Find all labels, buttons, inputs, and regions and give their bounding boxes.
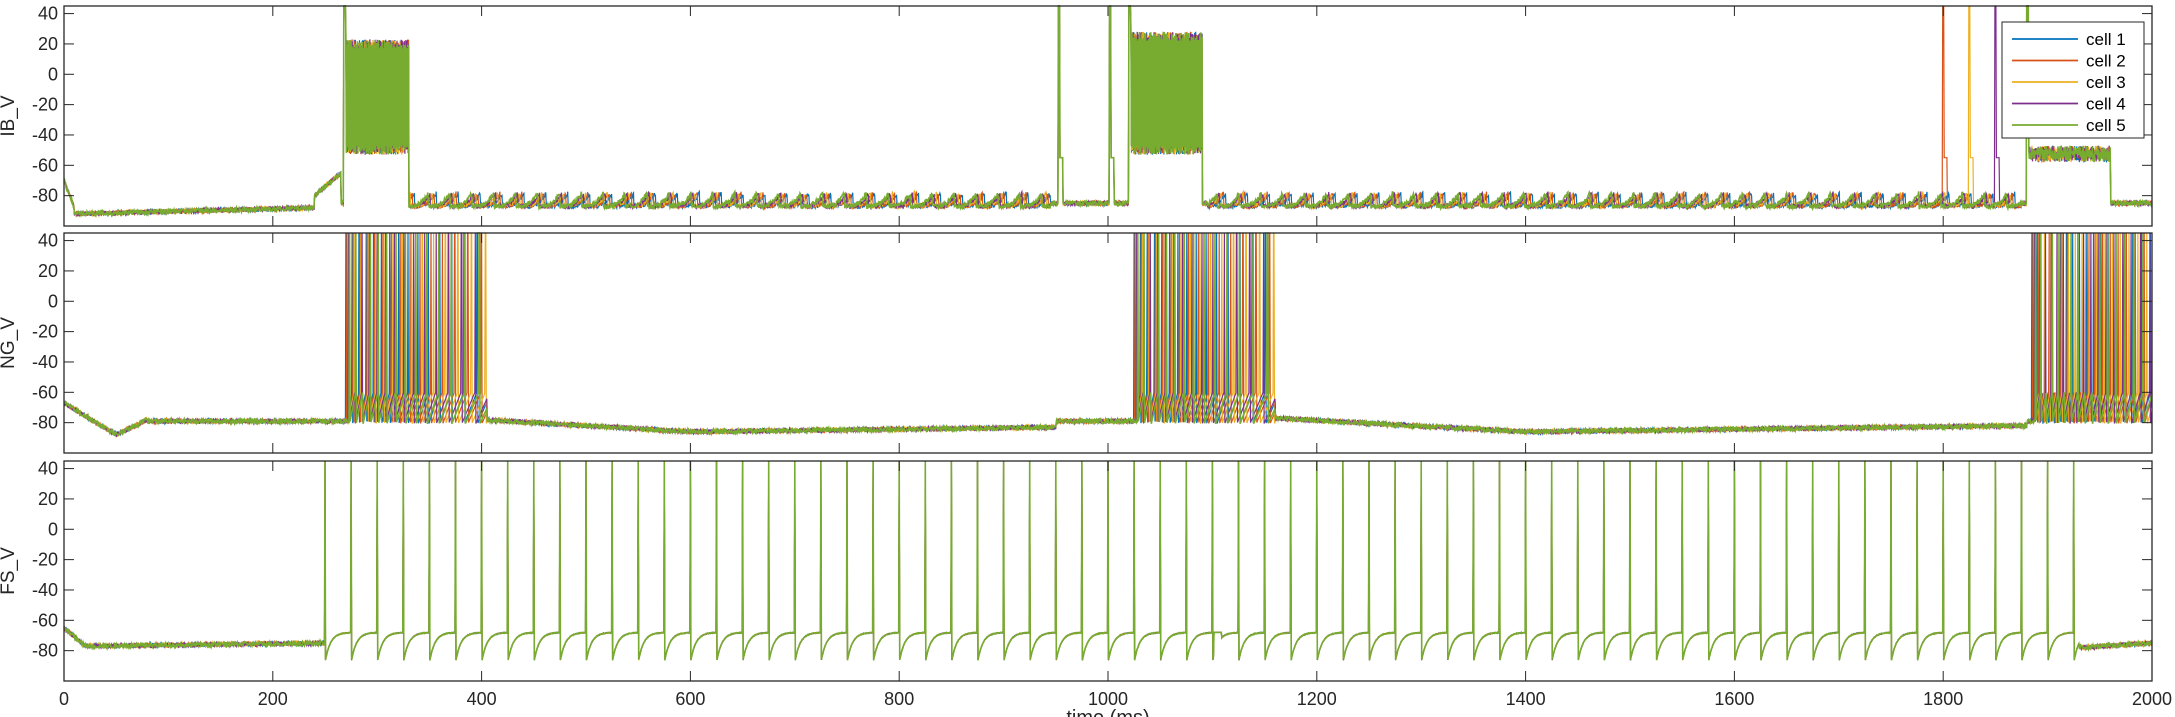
ng-v-ylabel: NG_V <box>0 317 19 369</box>
panel-ng-v: 40 20 0 -20 -40 -60 -80 NG_V <box>0 231 2153 454</box>
ng-v-ytick-label: -60 <box>32 382 58 402</box>
ib-v-ytick-label: -60 <box>32 155 58 175</box>
panel-ib-v: 40 20 0 -20 -40 -60 -80 IB_V <box>0 4 2153 227</box>
legend-label-cell-5: cell 5 <box>2086 116 2126 135</box>
ng-v-ytick-label: 40 <box>38 231 58 251</box>
ng-v-ticks: 40 20 0 -20 -40 -60 -80 <box>32 231 2153 453</box>
xtick-label: 400 <box>467 689 497 709</box>
fs-v-series <box>63 460 2153 661</box>
xtick-label: 2000 <box>2132 689 2172 709</box>
fs-v-ytick-label: -60 <box>32 610 58 630</box>
legend: cell 1 cell 2 cell 3 cell 4 cell 5 <box>2001 21 2145 139</box>
ib-v-ytick-label: -20 <box>32 95 58 115</box>
xtick-label: 800 <box>884 689 914 709</box>
ib-v-ticks: 40 20 0 -20 -40 -60 -80 <box>32 4 2153 226</box>
ib-v-series-cell-5 <box>63 5 2153 219</box>
ib-v-ylabel: IB_V <box>0 95 19 137</box>
ng-v-series <box>63 232 2153 439</box>
legend-box <box>2001 21 2145 139</box>
fs-v-ytick-label: -40 <box>32 580 58 600</box>
xtick-label: 600 <box>675 689 705 709</box>
xtick-label: 0 <box>59 689 69 709</box>
fs-v-ylabel: FS_V <box>0 547 19 595</box>
ib-v-series <box>63 5 2153 219</box>
ib-v-ytick-label: 20 <box>38 34 58 54</box>
fs-v-series-cell-5 <box>63 460 2153 661</box>
xtick-label: 1200 <box>1297 689 1337 709</box>
ng-v-series-cell-5 <box>63 232 2153 437</box>
legend-label-cell-2: cell 2 <box>2086 52 2126 71</box>
ib-v-ytick-label: 40 <box>38 4 58 24</box>
xtick-label: 1600 <box>1714 689 1754 709</box>
ng-v-ytick-label: -40 <box>32 352 58 372</box>
ng-v-ytick-label: -80 <box>32 413 58 433</box>
fs-v-ytick-label: 20 <box>38 489 58 509</box>
fs-v-ytick-label: -20 <box>32 550 58 570</box>
ng-v-ytick-label: 0 <box>48 291 58 311</box>
fs-v-ytick-label: 40 <box>38 459 58 479</box>
ng-v-ytick-label: -20 <box>32 322 58 342</box>
legend-entries: cell 1 cell 2 cell 3 cell 4 cell 5 <box>2012 30 2126 135</box>
xtick-label: 1000 <box>1088 689 1128 709</box>
ib-v-ytick-label: -80 <box>32 186 58 206</box>
ng-v-ytick-label: 20 <box>38 261 58 281</box>
xtick-label: 1800 <box>1923 689 1963 709</box>
legend-label-cell-3: cell 3 <box>2086 73 2126 92</box>
ib-v-ytick-label: 0 <box>48 64 58 84</box>
fs-v-ytick-label: -80 <box>32 641 58 661</box>
xtick-label: 200 <box>258 689 288 709</box>
legend-label-cell-4: cell 4 <box>2086 95 2126 114</box>
x-axis-label: time (ms) <box>1066 707 1149 717</box>
legend-label-cell-1: cell 1 <box>2086 30 2126 49</box>
xtick-label: 1400 <box>1506 689 1546 709</box>
ib-v-ytick-label: -40 <box>32 125 58 145</box>
fs-v-ytick-label: 0 <box>48 519 58 539</box>
